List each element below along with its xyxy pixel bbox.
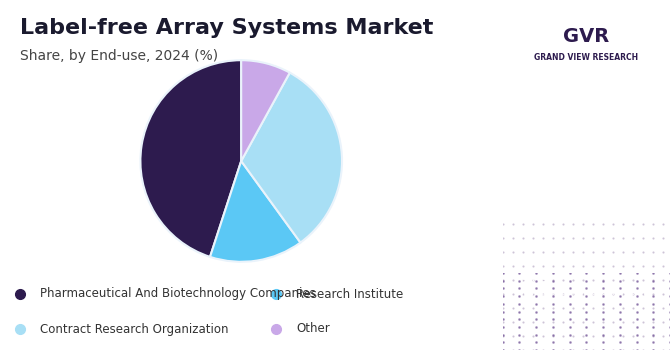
Text: Research Institute: Research Institute [297, 287, 404, 301]
Wedge shape [241, 60, 289, 161]
Text: $528.3M: $528.3M [519, 126, 654, 154]
FancyBboxPatch shape [508, 7, 665, 70]
Text: Pharmaceutical And Biotechnology Companies: Pharmaceutical And Biotechnology Compani… [40, 287, 316, 301]
Text: Global Market Size,
2024: Global Market Size, 2024 [533, 185, 640, 207]
Text: GRAND VIEW RESEARCH: GRAND VIEW RESEARCH [534, 53, 639, 62]
Wedge shape [141, 60, 241, 257]
Text: Share, by End-use, 2024 (%): Share, by End-use, 2024 (%) [20, 49, 218, 63]
Text: GVR: GVR [563, 27, 610, 46]
Wedge shape [241, 73, 342, 243]
Text: Other: Other [297, 322, 330, 336]
Text: Source:
www.grandviewresearch.com: Source: www.grandviewresearch.com [516, 277, 649, 297]
Text: Contract Research Organization: Contract Research Organization [40, 322, 228, 336]
Text: Label-free Array Systems Market: Label-free Array Systems Market [20, 18, 433, 38]
Wedge shape [210, 161, 300, 262]
